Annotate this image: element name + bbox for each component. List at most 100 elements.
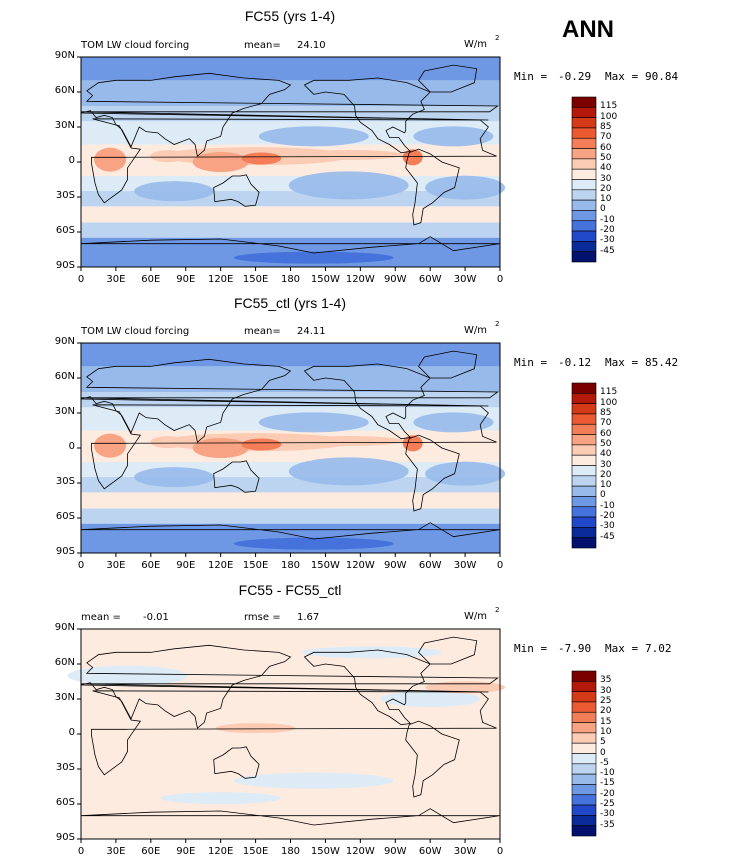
- y-tick-label: 30N: [54, 692, 75, 703]
- colorbar-label: 85: [600, 121, 612, 132]
- colorbar-label: 15: [600, 716, 612, 727]
- coastline: [80, 358, 499, 443]
- field-high: [150, 436, 187, 449]
- x-tick-label: 30W: [453, 560, 477, 571]
- colorbar-label: 50: [600, 438, 612, 449]
- colorbar-box: [571, 393, 597, 404]
- y-tick-label: 60N: [54, 85, 75, 96]
- coastline: [91, 404, 497, 490]
- coastline: [418, 636, 478, 665]
- x-tick-label: 90E: [176, 560, 196, 571]
- field-band: [81, 508, 500, 524]
- x-tick-label: 30W: [453, 846, 477, 857]
- colorbar-label: -30: [600, 235, 615, 246]
- field-high: [425, 681, 506, 694]
- colorbar-label: 100: [600, 397, 618, 408]
- units-label: W/m: [464, 611, 487, 622]
- colorbar-label: 30: [600, 459, 612, 470]
- colorbar-label: 60: [600, 142, 612, 153]
- colorbar-box: [571, 711, 597, 723]
- x-tick-label: 30E: [106, 274, 126, 285]
- colorbar-label: 60: [600, 428, 612, 439]
- x-tick-label: 120W: [345, 846, 375, 857]
- field-high: [402, 435, 423, 452]
- x-tick-label: 180: [280, 274, 301, 285]
- colorbar-label: 70: [600, 418, 612, 429]
- mean-value: 24.10: [297, 40, 326, 51]
- mean-value: 24.11: [297, 326, 326, 337]
- panel-left-label: mean =: [81, 612, 121, 623]
- field-low: [413, 412, 494, 433]
- field-band: [81, 343, 500, 367]
- colorbar-box: [571, 158, 597, 170]
- x-tick-label: 120E: [207, 846, 234, 857]
- colorbar-box: [571, 96, 597, 108]
- field-high: [241, 438, 282, 451]
- colorbar-label: -35: [600, 819, 615, 830]
- colorbar-box: [571, 722, 597, 734]
- colorbar-box: [571, 516, 597, 528]
- y-tick-label: 60S: [55, 797, 75, 808]
- field-high: [94, 147, 127, 172]
- y-tick-label: 0: [68, 155, 75, 166]
- x-tick-label: 60E: [141, 560, 161, 571]
- panel-left-label: TOM LW cloud forcing: [81, 326, 190, 337]
- colorbar-label: -10: [600, 768, 615, 779]
- colorbar-label: 85: [600, 407, 612, 418]
- x-tick-label: 120E: [207, 560, 234, 571]
- colorbar-box: [571, 815, 597, 826]
- colorbar: [571, 96, 597, 263]
- x-tick-label: 90E: [176, 846, 196, 857]
- map-panel-3: [67, 628, 506, 843]
- field-low: [160, 792, 281, 805]
- panel-left-value: -0.01: [143, 612, 169, 623]
- colorbar-label: 115: [600, 101, 618, 112]
- map-background: [81, 629, 500, 839]
- colorbar-box: [571, 454, 597, 466]
- colorbar-box: [571, 168, 597, 180]
- max-value: 7.02: [645, 642, 672, 655]
- x-tick-label: 90W: [383, 560, 407, 571]
- y-tick-label: 90S: [55, 832, 75, 843]
- colorbar-label: -30: [600, 521, 615, 532]
- max-value: 90.84: [645, 70, 679, 83]
- min-label: Min =: [514, 70, 548, 83]
- units-superscript: 2: [495, 34, 500, 42]
- colorbar-label: 40: [600, 449, 612, 460]
- colorbar-box: [571, 413, 597, 425]
- field-high: [192, 152, 249, 172]
- colorbar-label: 20: [600, 706, 612, 717]
- units-label: W/m: [464, 325, 487, 336]
- colorbar-box: [571, 763, 597, 775]
- colorbar-box: [571, 230, 597, 242]
- field-low: [425, 461, 506, 486]
- mean-label: mean=: [244, 326, 281, 337]
- y-tick-label: 30N: [54, 406, 75, 417]
- coastline: [80, 236, 501, 254]
- field-high: [94, 433, 127, 458]
- min-label: Min =: [514, 642, 548, 655]
- x-tick-label: 150W: [310, 560, 340, 571]
- coastline: [91, 690, 497, 776]
- coastline: [405, 720, 460, 798]
- colorbar-label: 10: [600, 194, 612, 205]
- field-band: [81, 57, 500, 81]
- colorbar-label: 70: [600, 132, 612, 143]
- field-high: [293, 436, 404, 446]
- coastline: [405, 434, 460, 512]
- colorbar-box: [571, 537, 597, 549]
- colorbar-label: 30: [600, 173, 612, 184]
- field-low: [413, 126, 494, 147]
- field-low: [233, 537, 394, 550]
- coastline: [213, 746, 260, 779]
- coastline: [91, 118, 497, 204]
- x-tick-label: 180: [280, 560, 301, 571]
- colorbar-box: [571, 220, 597, 232]
- min-label: Min =: [514, 356, 548, 369]
- units-superscript: 2: [495, 606, 500, 614]
- colorbar-label: 30: [600, 685, 612, 696]
- colorbar-label: -15: [600, 778, 615, 789]
- season-label: ANN: [562, 16, 614, 43]
- x-tick-label: 60E: [141, 846, 161, 857]
- colorbar-box: [571, 485, 597, 497]
